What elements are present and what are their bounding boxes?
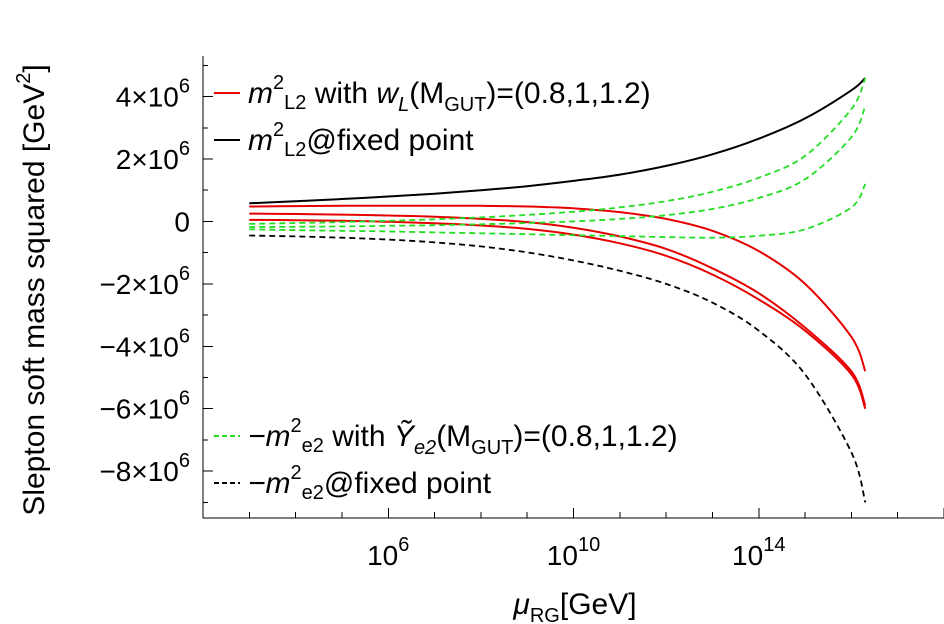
y-tick-label: 2×106 xyxy=(116,138,190,175)
y-axis-title: Slepton soft mass squared [GeV2] xyxy=(13,64,51,515)
x-tick-label: 1010 xyxy=(547,534,600,571)
legend-entry-top-1: m2L2@fixed point xyxy=(214,119,474,161)
series-line-m2_L2-1 xyxy=(249,218,867,410)
legend-label: m2L2@fixed point xyxy=(248,119,474,161)
curves-layer xyxy=(249,77,867,503)
legend: m2L2 with wL(MGUT)=(0.8,1,1.2)m2L2@fixed… xyxy=(214,72,678,504)
legend-entry-bottom-0: −m2e2 with Ỹe2(MGUT)=(0.8,1,1.2) xyxy=(214,415,678,459)
x-axis-title: μRG[GeV] xyxy=(512,588,636,624)
legend-label: m2L2 with wL(MGUT)=(0.8,1,1.2) xyxy=(248,72,651,116)
legend-label: −m2e2 with Ỹe2(MGUT)=(0.8,1,1.2) xyxy=(248,415,678,459)
series-line-m2_e2-4 xyxy=(249,183,867,239)
legend-label: −m2e2@fixed point xyxy=(248,462,492,504)
legend-entry-bottom-1: −m2e2@fixed point xyxy=(214,462,492,504)
series-line-m2_L2-2 xyxy=(249,204,867,372)
x-tick-label: 1014 xyxy=(732,534,785,571)
x-tick-label: 106 xyxy=(367,534,409,571)
ticks-layer: 106 1010 1014 4×106 2×106 0 −2×106 −4×106 −6×106… xyxy=(99,64,944,571)
series-line-m2_e2_fixed-7 xyxy=(249,234,867,503)
y-tick-label: −8×106 xyxy=(99,450,190,487)
y-tick-label: −2×106 xyxy=(99,263,190,300)
series-line-m2_L2-0 xyxy=(249,212,867,406)
y-tick-label: −4×106 xyxy=(99,325,190,362)
series-line-m2_e2-6 xyxy=(249,77,867,225)
series-line-m2_e2-5 xyxy=(249,105,867,228)
y-tick-label: 4×106 xyxy=(116,76,190,113)
axis-titles: μRG[GeV] Slepton soft mass squared [GeV2] xyxy=(13,64,637,624)
y-tick-label: −6×106 xyxy=(99,388,190,425)
y-tick-label: 0 xyxy=(174,206,190,237)
series-line-m2_L2_fixed-3 xyxy=(249,77,866,205)
legend-entry-top-0: m2L2 with wL(MGUT)=(0.8,1,1.2) xyxy=(214,72,651,116)
